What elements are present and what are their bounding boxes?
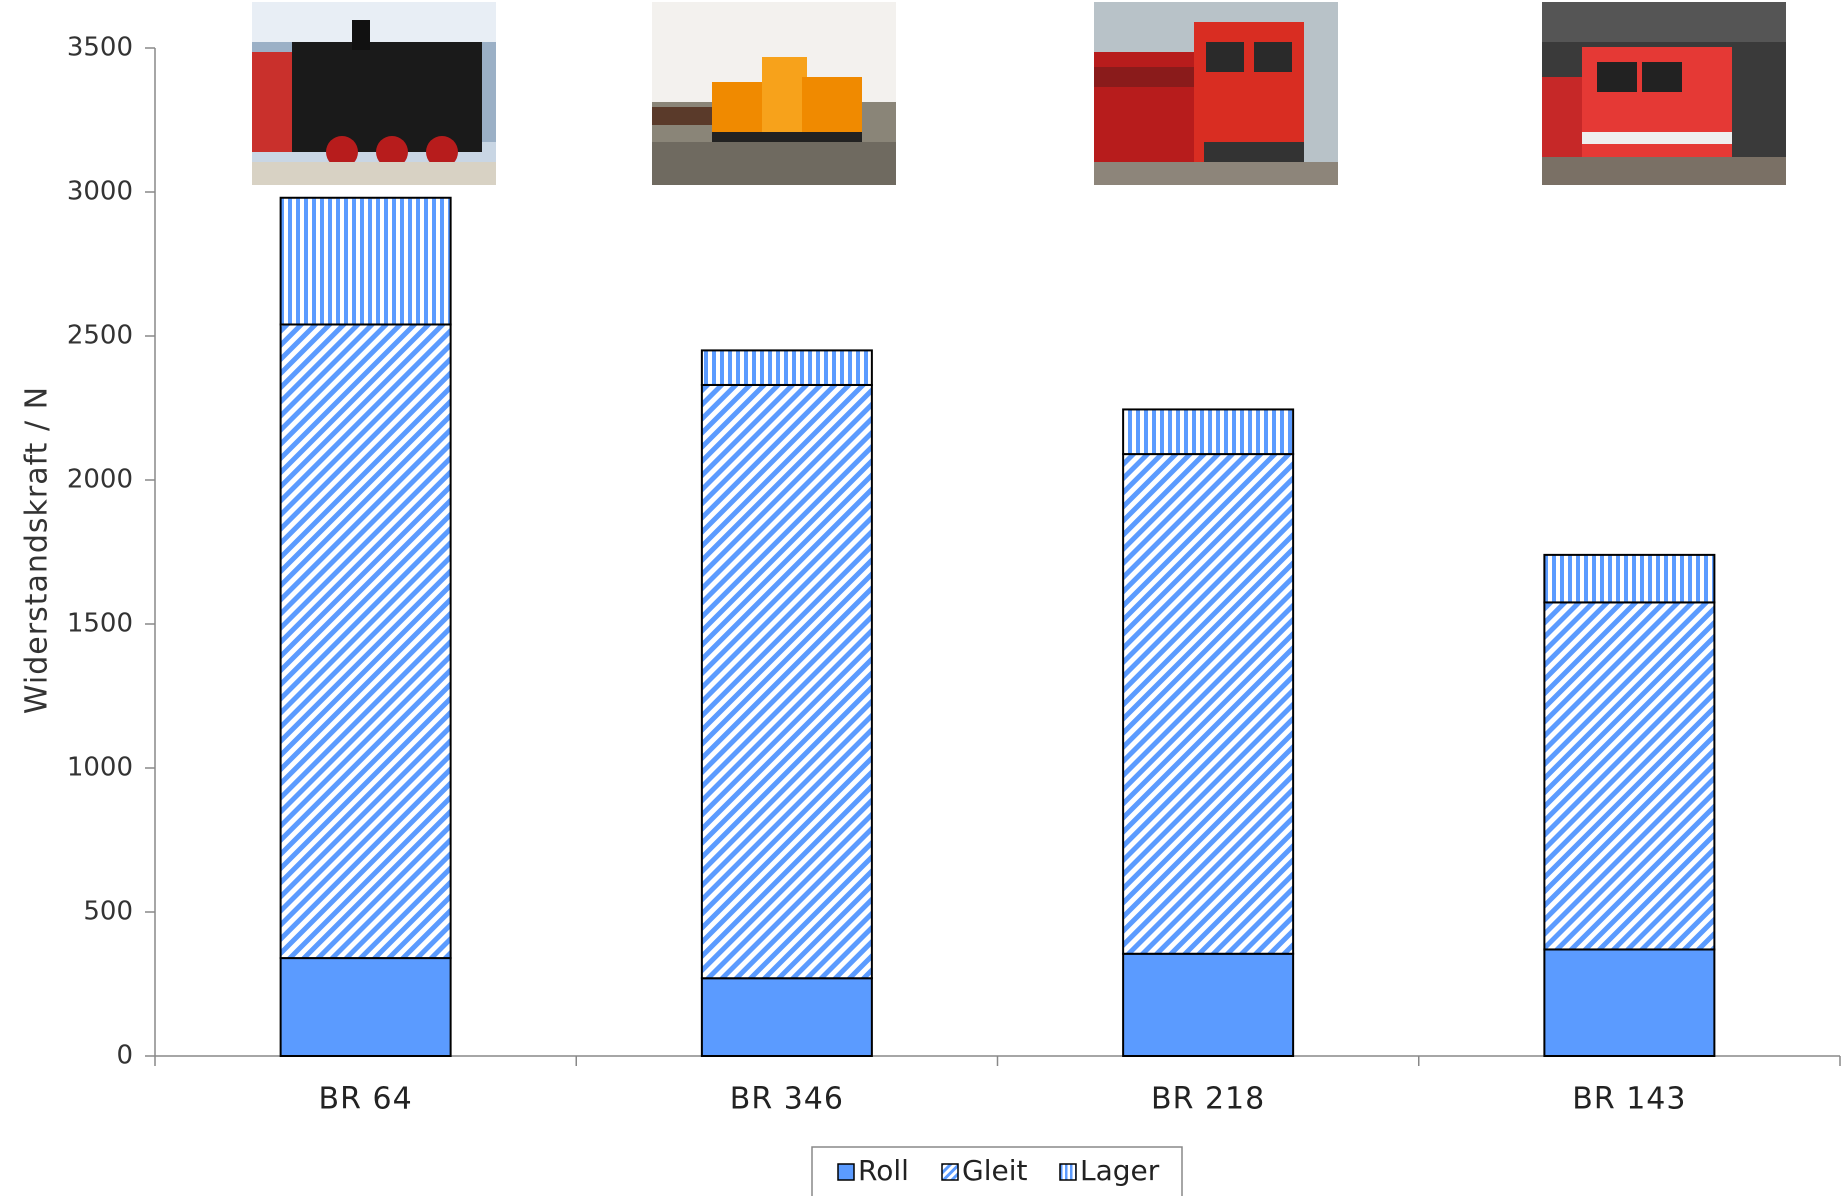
y-tick-label: 2000 (67, 465, 133, 495)
bar-segment-gleit (700, 383, 873, 980)
x-category-label: BR 64 (319, 1082, 413, 1117)
bar-segment-gleit (1543, 601, 1716, 951)
photo-br346 (652, 2, 896, 185)
photo-br64 (252, 2, 496, 185)
photo-br218 (1094, 2, 1338, 185)
y-tick-label: 1500 (67, 609, 133, 639)
y-tick-label: 0 (116, 1041, 133, 1071)
y-axis-title: Widerstandskraft / N (20, 386, 55, 714)
legend-swatch-lager (1059, 1163, 1077, 1181)
bars (279, 196, 1716, 1058)
y-tick-label: 2500 (67, 321, 133, 351)
bar-segment-lager (279, 196, 452, 326)
legend-label-gleit: Gleit (962, 1154, 1027, 1187)
category-labels: BR 64 BR 346 BR 218 BR 143 (319, 1082, 1686, 1117)
bar-segment-roll (700, 977, 873, 1057)
x-category-label: BR 346 (730, 1082, 844, 1117)
legend-swatch-roll (837, 1163, 855, 1181)
x-category-label: BR 143 (1572, 1082, 1686, 1117)
bar-segment-gleit (279, 323, 452, 960)
legend-swatch-gleit (941, 1163, 959, 1181)
bar-segment-gleit (1122, 453, 1295, 955)
y-tick-label: 3000 (67, 177, 133, 207)
x-ticks (154, 1056, 1841, 1066)
bar-segment-lager (700, 349, 873, 386)
y-ticks: 0 500 1000 1500 2000 2500 3000 3500 (67, 33, 155, 1071)
x-category-label: BR 218 (1151, 1082, 1265, 1117)
bar-segment-roll (279, 957, 452, 1058)
legend-label-roll: Roll (858, 1154, 909, 1187)
legend: Roll Gleit Lager (811, 1146, 1183, 1196)
bar-segment-roll (1543, 948, 1716, 1057)
legend-label-lager: Lager (1080, 1154, 1160, 1187)
y-tick-label: 3500 (67, 33, 133, 63)
y-tick-label: 500 (83, 897, 133, 927)
legend-box (811, 1146, 1183, 1196)
bar-segment-roll (1122, 952, 1295, 1058)
bar-segment-lager (1122, 408, 1295, 456)
photo-br143 (1542, 2, 1786, 185)
bar-segment-lager (1543, 553, 1716, 604)
y-tick-label: 1000 (67, 753, 133, 783)
